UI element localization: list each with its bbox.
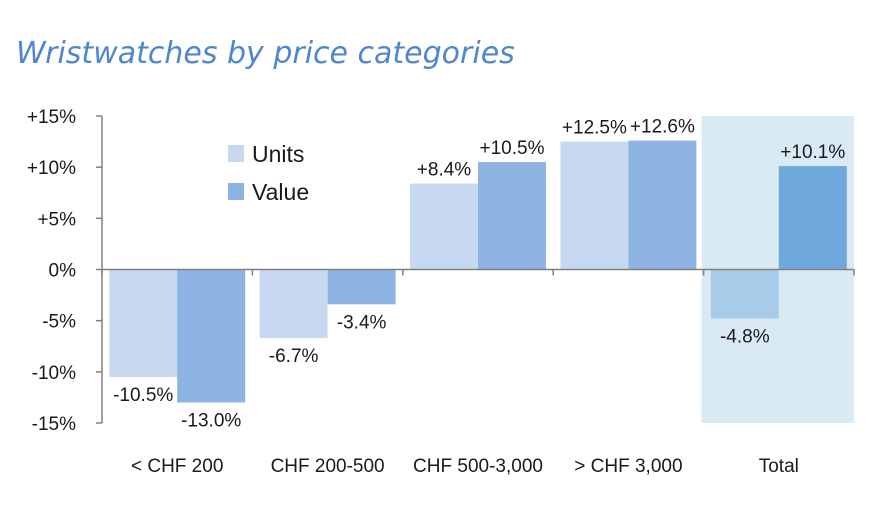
- bar-units-5: [710, 269, 779, 319]
- bar-value-1: [177, 269, 246, 403]
- x-tick-label: CHF 500-3,000: [413, 456, 543, 477]
- data-label-value-2: -3.4%: [337, 312, 387, 333]
- y-tick-label: +5%: [37, 209, 76, 230]
- data-label-value-1: -13.0%: [181, 411, 241, 432]
- y-tick-label: +15%: [27, 107, 76, 128]
- bar-units-3: [410, 183, 478, 270]
- legend-swatch-value: [228, 183, 244, 200]
- data-label-units-4: +12.5%: [562, 118, 627, 139]
- bar-units-1: [109, 269, 178, 377]
- legend-label-value: Value: [252, 179, 309, 205]
- y-tick-label: -5%: [42, 312, 76, 333]
- data-label-value-5: +10.1%: [780, 142, 845, 163]
- y-tick-label: +10%: [27, 158, 76, 179]
- chart-title: Wristwatches by price categories: [16, 36, 515, 71]
- bar-units-2: [259, 269, 328, 339]
- y-tick-label: 0%: [49, 261, 77, 282]
- bar-value-3: [478, 162, 546, 270]
- x-tick-label: Total: [759, 456, 799, 477]
- data-label-units-1: -10.5%: [113, 385, 173, 406]
- legend-swatch-units: [228, 145, 244, 162]
- data-label-units-3: +8.4%: [417, 160, 472, 181]
- y-tick-label: -10%: [32, 363, 76, 384]
- bar-value-5: [778, 166, 847, 270]
- x-tick-label: > CHF 3,000: [574, 456, 682, 477]
- y-tick-label: -15%: [32, 414, 76, 435]
- bar-units-4: [560, 141, 629, 270]
- x-tick-label: CHF 200-500: [271, 456, 385, 477]
- data-label-value-3: +10.5%: [480, 138, 545, 159]
- x-tick-label: < CHF 200: [131, 456, 223, 477]
- legend-label-units: Units: [252, 141, 304, 167]
- data-label-units-5: -4.8%: [720, 327, 770, 348]
- data-label-units-2: -6.7%: [269, 346, 319, 367]
- data-label-value-4: +12.6%: [630, 117, 695, 138]
- bar-value-4: [628, 140, 697, 270]
- bar-value-2: [327, 269, 396, 305]
